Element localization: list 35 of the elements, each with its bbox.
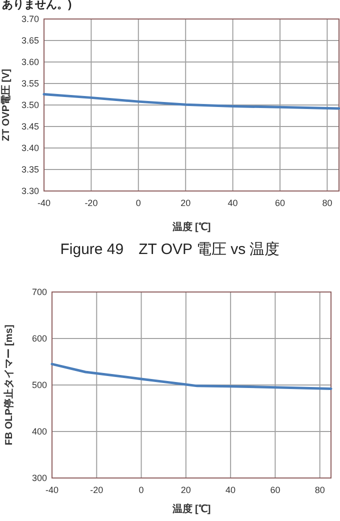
y-tick-label: 400	[32, 426, 47, 436]
text: Figure 49 ZT OVP 電圧 vs 温度	[60, 241, 280, 258]
y-tick-label: 3.65	[21, 36, 39, 46]
x-tick-label: 0	[138, 485, 144, 495]
x-tick-label: 20	[180, 485, 191, 495]
x-axis-title: 温度 [℃]	[171, 503, 211, 515]
y-tick-label: 3.30	[21, 186, 39, 196]
x-tick-label: 80	[322, 198, 332, 208]
y-tick-label: 700	[32, 287, 47, 297]
line-series	[42, 93, 340, 110]
y-axis-title: ZT OVP電圧 [V]	[0, 68, 12, 142]
y-axis-title: FB OLP停止タイマー [ms]	[3, 324, 15, 446]
x-tick-label: 40	[228, 198, 238, 208]
y-tick-label: 3.70	[21, 14, 39, 24]
y-tick-label: 300	[32, 473, 47, 483]
y-tick-label: 3.35	[21, 164, 39, 174]
y-tick-label: 3.45	[21, 122, 39, 132]
y-tick-label: 3.60	[21, 57, 39, 67]
x-tick-label: 20	[180, 198, 191, 208]
y-tick-label: 3.50	[21, 100, 39, 110]
x-tick-label: 60	[270, 485, 280, 495]
y-tick-label: 3.40	[21, 143, 39, 153]
x-axis-title: 温度 [℃]	[171, 221, 211, 233]
x-tick-label: -20	[90, 485, 104, 495]
x-tick-label: 0	[136, 198, 141, 208]
x-tick-label: 60	[274, 198, 286, 208]
x-tick-label: 80	[314, 485, 325, 495]
x-tick-label: 40	[226, 485, 236, 495]
line-series	[50, 362, 332, 390]
x-tick-label: -40	[37, 198, 51, 208]
x-tick-label: -20	[84, 198, 98, 208]
y-tick-label: 600	[32, 334, 47, 344]
x-tick-label: -40	[45, 485, 59, 495]
y-tick-label: 500	[32, 380, 47, 390]
y-tick-label: 3.55	[21, 78, 39, 88]
